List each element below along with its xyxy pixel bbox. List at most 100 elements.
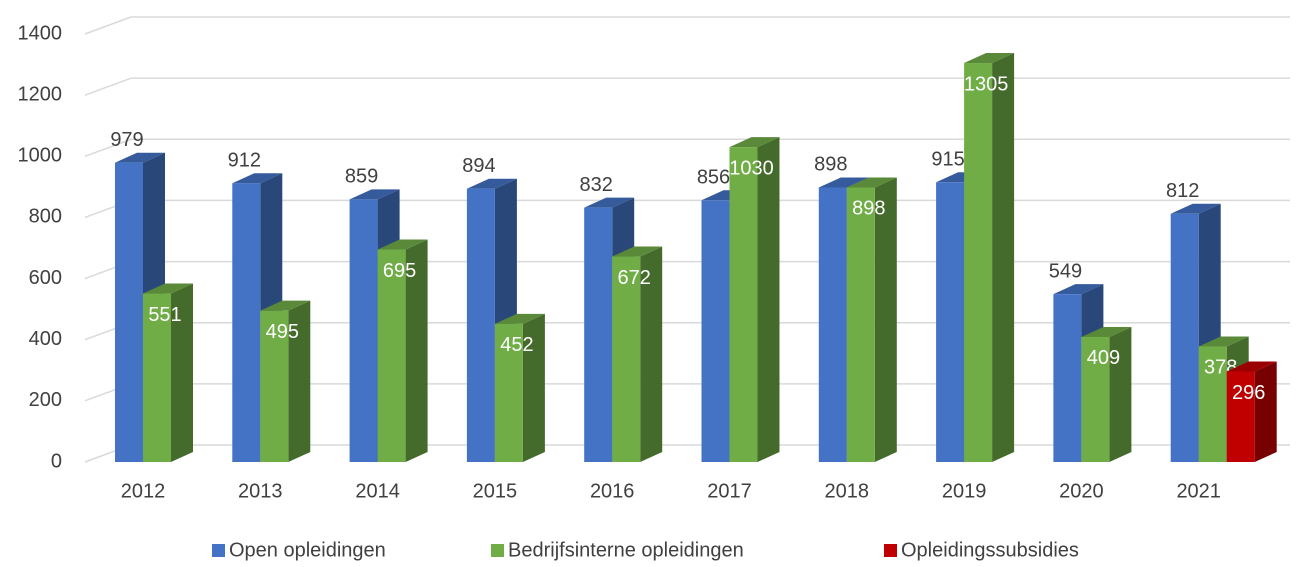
bar xyxy=(612,246,663,462)
bar xyxy=(964,53,1015,463)
bar-side xyxy=(522,313,545,462)
legend-swatch xyxy=(491,544,504,557)
bar-front xyxy=(1081,336,1110,462)
bar-top xyxy=(115,152,165,163)
x-tick-label: 2019 xyxy=(942,480,987,502)
bar-front xyxy=(466,188,495,463)
y-tick-label: 200 xyxy=(29,389,62,411)
y-tick-label: 1000 xyxy=(18,145,63,167)
bar-top xyxy=(612,246,663,257)
bar-front xyxy=(494,323,523,462)
legend-label: Bedrijfsinterne opleidingen xyxy=(508,539,744,561)
bar-side xyxy=(288,300,311,462)
bar-top xyxy=(818,177,869,188)
bar-front xyxy=(143,293,171,462)
bar-top xyxy=(494,313,545,324)
bar-top xyxy=(584,197,635,208)
value-label: 912 xyxy=(228,149,261,171)
bar xyxy=(1081,326,1132,462)
bar-top xyxy=(1081,326,1132,337)
bar-front xyxy=(260,310,289,462)
bar xyxy=(1226,361,1277,462)
bar xyxy=(494,313,545,462)
bar-top xyxy=(349,189,400,200)
value-label: 1030 xyxy=(729,157,774,179)
bar-top xyxy=(1226,361,1277,372)
bar-front xyxy=(846,187,875,462)
grid-line xyxy=(84,16,1290,35)
bar-front xyxy=(818,187,847,462)
bar-side xyxy=(992,53,1015,463)
value-label: 549 xyxy=(1049,260,1082,282)
value-label: 915 xyxy=(931,149,964,171)
x-tick-label: 2016 xyxy=(590,480,635,502)
x-tick-label: 2018 xyxy=(825,480,870,502)
value-label: 979 xyxy=(110,129,143,151)
bar-top xyxy=(232,173,283,184)
value-label: 812 xyxy=(1166,180,1199,202)
value-label: 832 xyxy=(580,174,613,196)
x-tick-label: 2017 xyxy=(707,480,752,502)
value-label: 409 xyxy=(1087,347,1120,369)
y-tick-label: 1200 xyxy=(18,83,63,105)
value-label: 551 xyxy=(148,304,181,326)
x-tick-label: 2012 xyxy=(121,480,166,502)
grid-line xyxy=(84,138,1290,157)
grid-line xyxy=(84,77,1290,96)
bar-front xyxy=(584,207,613,462)
bar-top xyxy=(729,137,780,148)
value-label: 1305 xyxy=(964,73,1009,95)
bar-front xyxy=(701,200,730,462)
value-label: 452 xyxy=(500,334,533,356)
bar-front xyxy=(1226,371,1255,462)
bar-front xyxy=(232,183,261,462)
bar-front xyxy=(612,256,641,462)
value-label: 859 xyxy=(345,166,378,188)
legend-swatch xyxy=(212,544,225,557)
bar-front xyxy=(1198,346,1227,462)
bar xyxy=(260,300,311,462)
x-tick-label: 2021 xyxy=(1176,480,1221,502)
bar-front xyxy=(377,249,406,462)
value-label: 495 xyxy=(266,321,299,343)
y-tick-label: 800 xyxy=(29,206,62,228)
value-label: 856 xyxy=(697,167,730,189)
y-tick-label: 0 xyxy=(51,450,62,472)
value-label: 894 xyxy=(462,155,495,177)
bar-top xyxy=(377,239,428,250)
bar-front xyxy=(964,63,993,463)
bar-top xyxy=(964,53,1015,64)
bar xyxy=(377,239,428,462)
bar-front xyxy=(1053,294,1082,462)
bar-side xyxy=(640,246,663,462)
bar-side xyxy=(405,239,428,462)
bar-top xyxy=(1053,284,1104,295)
value-label: 898 xyxy=(814,154,847,176)
x-tick-label: 2020 xyxy=(1059,480,1104,502)
bar xyxy=(729,137,780,462)
x-tick-label: 2015 xyxy=(473,480,518,502)
bar-top xyxy=(260,300,311,311)
value-label: 695 xyxy=(383,260,416,282)
bar-side xyxy=(757,137,780,462)
value-label: 898 xyxy=(852,198,885,220)
y-tick-label: 1400 xyxy=(18,22,63,44)
bar-top xyxy=(143,283,193,294)
x-tick-label: 2014 xyxy=(355,480,400,502)
bar-front xyxy=(1170,213,1199,462)
bar-front xyxy=(729,147,758,462)
bar xyxy=(846,177,897,462)
x-tick-label: 2013 xyxy=(238,480,283,502)
bar-top xyxy=(1198,336,1249,347)
value-label: 672 xyxy=(618,267,651,289)
value-label: 296 xyxy=(1232,382,1265,404)
y-tick-label: 600 xyxy=(29,267,62,289)
bar-side xyxy=(171,283,193,462)
bar-side xyxy=(1254,361,1277,462)
bar-front xyxy=(936,182,965,462)
bar-front xyxy=(115,162,143,462)
bar-side xyxy=(874,177,897,462)
bar xyxy=(143,283,193,462)
bar-top xyxy=(466,178,517,189)
